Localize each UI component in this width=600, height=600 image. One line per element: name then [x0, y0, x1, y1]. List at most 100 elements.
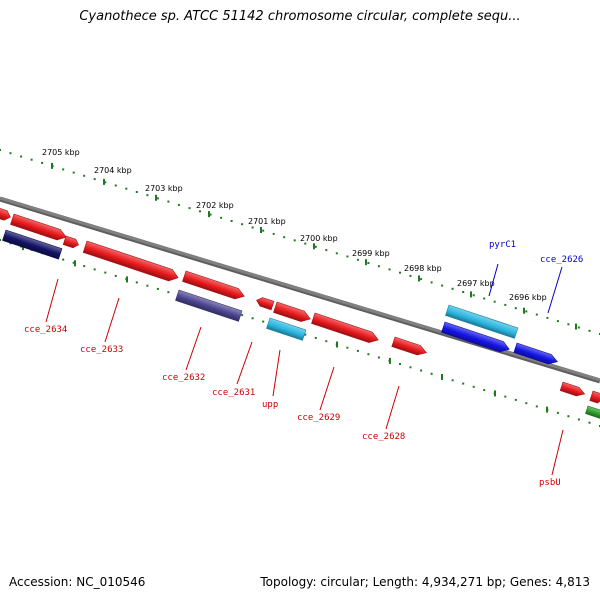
- ruler-label: 2701 kbp: [248, 217, 286, 226]
- ruler-dot: [325, 340, 328, 343]
- ruler-dot: [62, 258, 65, 261]
- gene-arrow[interactable]: [182, 270, 245, 300]
- ruler-dot: [293, 239, 296, 242]
- ruler-label: 2698 kbp: [404, 264, 442, 273]
- ruler-dot: [420, 369, 423, 372]
- ruler-dot: [314, 336, 317, 339]
- ruler-dot: [262, 229, 265, 232]
- genes[interactable]: [0, 207, 600, 419]
- ruler-dot: [483, 297, 486, 300]
- ruler-dot: [451, 379, 454, 382]
- ruler-dot: [377, 356, 380, 359]
- ruler-dot: [251, 226, 254, 229]
- ruler-dot: [399, 363, 401, 365]
- ruler-dot: [83, 265, 86, 268]
- ruler-dot: [472, 294, 475, 297]
- ruler-dot: [125, 187, 128, 190]
- gene-label[interactable]: cce_2626: [540, 255, 583, 265]
- ruler-dot: [577, 418, 580, 421]
- ruler-dot: [567, 415, 570, 418]
- gene-label[interactable]: cce_2629: [297, 413, 340, 423]
- ruler-dot: [377, 265, 380, 268]
- ruler-dot: [135, 281, 138, 284]
- gene-arrow[interactable]: [10, 213, 67, 241]
- gene-label[interactable]: psbU: [539, 478, 561, 488]
- ruler-dot: [409, 274, 412, 277]
- gene-arrow[interactable]: [441, 321, 510, 353]
- ruler-dot: [167, 291, 170, 294]
- ruler-dot: [104, 181, 107, 184]
- gene-arrow[interactable]: [589, 390, 600, 404]
- gene-arrow[interactable]: [273, 301, 311, 322]
- ruler-dot: [325, 249, 328, 252]
- ruler-dot: [20, 155, 23, 158]
- ruler-labels: 2705 kbp 2704 kbp 2703 kbp 2702 kbp 2701 kbp…: [42, 148, 547, 302]
- ruler-dot: [0, 239, 1, 241]
- ruler-dot: [241, 223, 244, 226]
- gene-label[interactable]: upp: [262, 400, 278, 410]
- gene-arrow[interactable]: [175, 289, 243, 322]
- ruler-dot: [9, 152, 12, 155]
- gene-arrow[interactable]: [0, 207, 11, 221]
- gene-arrow[interactable]: [445, 304, 519, 339]
- ruler-dot: [230, 220, 233, 222]
- gene-arrow[interactable]: [62, 235, 80, 249]
- gene-arrow[interactable]: [2, 229, 63, 260]
- ruler-dot: [356, 258, 359, 261]
- ruler-dot: [472, 385, 475, 388]
- ruler-dot: [535, 405, 538, 408]
- gene-arrow[interactable]: [82, 240, 179, 282]
- gene-arrow[interactable]: [311, 312, 379, 343]
- gene-arrow[interactable]: [256, 297, 275, 311]
- ruler-dot: [409, 366, 412, 369]
- gene-arrow[interactable]: [585, 405, 600, 419]
- gene-label[interactable]: cce_2628: [362, 432, 405, 442]
- ruler-dot: [167, 200, 170, 203]
- ruler-label: 2697 kbp: [457, 279, 495, 288]
- ruler-dot: [93, 178, 96, 181]
- ruler-label: 2699 kbp: [352, 249, 390, 258]
- ruler-dot: [514, 307, 517, 310]
- outer-ruler: [0, 149, 600, 335]
- ruler-dot: [430, 372, 433, 375]
- ruler-label: 2705 kbp: [42, 148, 80, 157]
- ruler-dot: [135, 191, 138, 193]
- gene-arrow[interactable]: [513, 342, 558, 365]
- gene-label-connector: [488, 263, 499, 297]
- ruler-dot: [441, 284, 444, 287]
- ruler-dot: [525, 310, 528, 313]
- ruler-dot: [304, 333, 307, 336]
- ruler-dot: [588, 329, 591, 332]
- gene-label-connector: [185, 326, 202, 371]
- gene-label-connector: [104, 297, 120, 343]
- gene-label[interactable]: pyrC1: [489, 240, 516, 250]
- gene-arrow[interactable]: [266, 317, 307, 341]
- ruler-dot: [367, 353, 370, 356]
- ruler-dot: [251, 317, 254, 320]
- ruler-dot: [156, 197, 159, 200]
- ruler-dot: [272, 232, 275, 235]
- gene-arrow[interactable]: [559, 381, 586, 397]
- ruler-dot: [314, 245, 317, 248]
- gene-label-lines: [45, 263, 564, 476]
- ruler-dot: [114, 274, 117, 277]
- gene-label-connector: [551, 429, 564, 476]
- gene-label[interactable]: cce_2633: [80, 345, 123, 355]
- ruler-dot: [220, 216, 223, 219]
- ruler-dot: [556, 411, 559, 414]
- gene-arrow[interactable]: [391, 336, 427, 356]
- ruler-dot: [72, 261, 75, 264]
- ruler-dot: [114, 184, 117, 187]
- ruler-dot: [72, 171, 75, 174]
- gene-label[interactable]: cce_2634: [24, 325, 67, 335]
- genome-summary-text: Topology: circular; Length: 4,934,271 bp…: [260, 575, 590, 589]
- ruler-dot: [188, 207, 191, 210]
- gene-label[interactable]: cce_2632: [162, 373, 205, 383]
- gene-label[interactable]: cce_2631: [212, 388, 255, 398]
- ruler-dot: [146, 194, 149, 197]
- gene-label-connector: [45, 278, 59, 323]
- ruler-label: 2704 kbp: [94, 166, 132, 175]
- ruler-dot: [346, 346, 349, 349]
